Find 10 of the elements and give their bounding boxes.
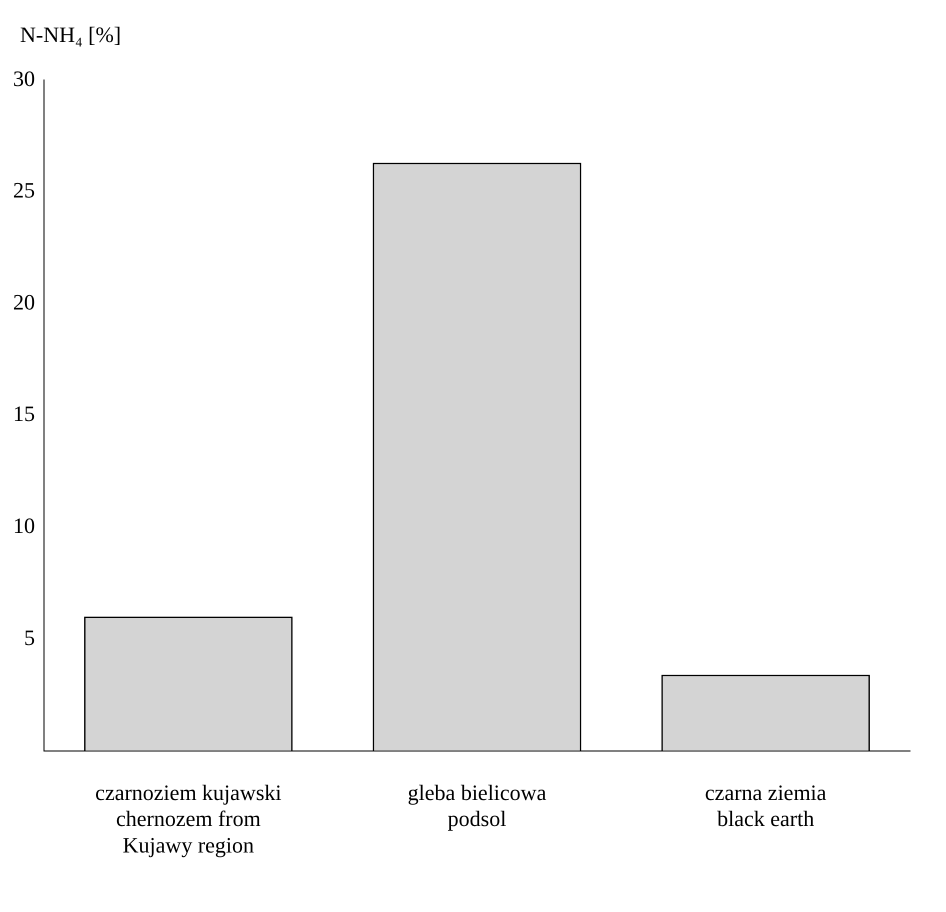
- y-tick-label: 15: [13, 401, 35, 426]
- y-axis-title: N-NH₄ [%]: [20, 22, 122, 48]
- y-tick-label: 25: [13, 178, 35, 203]
- y-tick-label: 30: [13, 66, 35, 91]
- y-tick-label: 10: [13, 512, 35, 538]
- y-tick-label: 20: [13, 289, 35, 314]
- x-tick-label: czarna ziemia black earth: [704, 780, 827, 832]
- x-tick-label: czarnoziem kujawski chernozem from Kujawy region: [95, 780, 282, 858]
- y-tick-label: 5: [24, 624, 35, 650]
- x-tick-label: gleba bielicowa podsol: [408, 780, 547, 832]
